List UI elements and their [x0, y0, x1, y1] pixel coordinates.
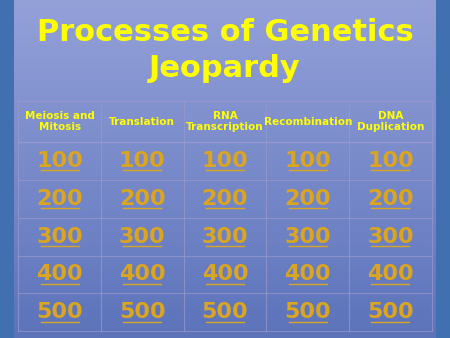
- Text: 400: 400: [284, 264, 331, 285]
- Text: 500: 500: [36, 302, 83, 322]
- Text: 300: 300: [367, 226, 414, 247]
- Text: 400: 400: [119, 264, 166, 285]
- Text: RNA
Transcription: RNA Transcription: [186, 111, 264, 132]
- Text: Recombination: Recombination: [264, 117, 352, 127]
- Text: 300: 300: [36, 226, 83, 247]
- Text: 100: 100: [202, 151, 248, 171]
- Text: Processes of Genetics
Jeopardy: Processes of Genetics Jeopardy: [36, 18, 414, 83]
- Text: 400: 400: [36, 264, 83, 285]
- Text: 500: 500: [119, 302, 166, 322]
- Text: Translation: Translation: [109, 117, 175, 127]
- Text: 500: 500: [202, 302, 248, 322]
- Text: 200: 200: [36, 189, 83, 209]
- Text: 200: 200: [367, 189, 414, 209]
- Text: 500: 500: [367, 302, 414, 322]
- Text: Meiosis and
Mitosis: Meiosis and Mitosis: [25, 111, 94, 132]
- Text: 200: 200: [202, 189, 248, 209]
- Text: 200: 200: [284, 189, 331, 209]
- Text: 100: 100: [119, 151, 166, 171]
- Text: 400: 400: [202, 264, 248, 285]
- Text: 300: 300: [202, 226, 248, 247]
- Text: 400: 400: [367, 264, 414, 285]
- Text: 200: 200: [119, 189, 166, 209]
- Text: 500: 500: [284, 302, 331, 322]
- Text: 300: 300: [119, 226, 166, 247]
- Text: 100: 100: [367, 151, 414, 171]
- Text: 100: 100: [36, 151, 83, 171]
- Text: 100: 100: [284, 151, 331, 171]
- Text: DNA
Duplication: DNA Duplication: [357, 111, 424, 132]
- Text: 300: 300: [284, 226, 331, 247]
